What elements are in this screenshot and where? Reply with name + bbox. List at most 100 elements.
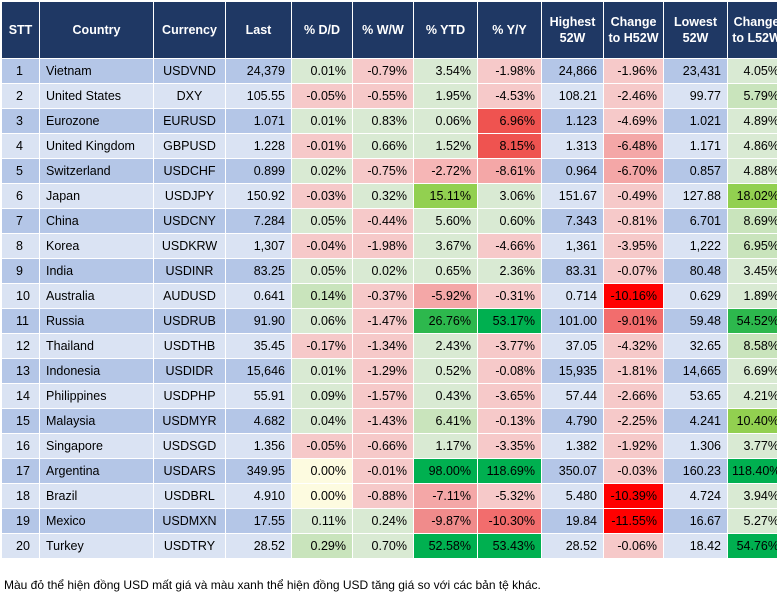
cell-ytd: 2.43% xyxy=(413,333,478,359)
cell-country: Malaysia xyxy=(39,408,154,434)
cell-stt: 9 xyxy=(1,258,40,284)
cell-ch52: -0.07% xyxy=(603,258,664,284)
cell-cl52: 54.52% xyxy=(727,308,777,334)
table-row: 1 Vietnam USDVND 24,379 0.01% -0.79% 3.54% -1.9… xyxy=(1,58,777,84)
cell-country: Thailand xyxy=(39,333,154,359)
cell-dd: 0.05% xyxy=(291,258,353,284)
cell-stt: 18 xyxy=(1,483,40,509)
cell-ytd: 1.52% xyxy=(413,133,478,159)
cell-cl52: 18.02% xyxy=(727,183,777,209)
cell-cl52: 118.40% xyxy=(727,458,777,484)
cell-stt: 4 xyxy=(1,133,40,159)
cell-currency: USDPHP xyxy=(153,383,226,409)
cell-country: Switzerland xyxy=(39,158,154,184)
cell-yy: -0.31% xyxy=(477,283,542,309)
cell-l52: 53.65 xyxy=(663,383,728,409)
cell-dd: -0.05% xyxy=(291,433,353,459)
cell-yy: 3.06% xyxy=(477,183,542,209)
cell-ch52: -0.06% xyxy=(603,533,664,559)
cell-ytd: 0.65% xyxy=(413,258,478,284)
cell-l52: 23,431 xyxy=(663,58,728,84)
cell-ytd: 15.11% xyxy=(413,183,478,209)
cell-currency: USDBRL xyxy=(153,483,226,509)
cell-country: United States xyxy=(39,83,154,109)
cell-yy: -0.13% xyxy=(477,408,542,434)
cell-country: Philippines xyxy=(39,383,154,409)
cell-ww: -1.98% xyxy=(352,233,414,259)
column-header-stt: STT xyxy=(1,1,40,59)
cell-currency: USDRUB xyxy=(153,308,226,334)
table-row: 3 Eurozone EURUSD 1.071 0.01% 0.83% 0.06% 6.96%… xyxy=(1,108,777,134)
cell-ytd: 3.67% xyxy=(413,233,478,259)
table-row: 4 United Kingdom GBPUSD 1.228 -0.01% 0.66% 1.5… xyxy=(1,133,777,159)
cell-last: 1.228 xyxy=(225,133,292,159)
cell-ytd: -7.11% xyxy=(413,483,478,509)
cell-ytd: -2.72% xyxy=(413,158,478,184)
cell-l52: 32.65 xyxy=(663,333,728,359)
cell-cl52: 6.69% xyxy=(727,358,777,384)
cell-h52: 350.07 xyxy=(541,458,604,484)
cell-currency: USDCNY xyxy=(153,208,226,234)
cell-ytd: 0.43% xyxy=(413,383,478,409)
cell-h52: 1.382 xyxy=(541,433,604,459)
cell-dd: 0.01% xyxy=(291,58,353,84)
cell-dd: 0.14% xyxy=(291,283,353,309)
cell-stt: 3 xyxy=(1,108,40,134)
cell-ww: -1.47% xyxy=(352,308,414,334)
cell-dd: 0.29% xyxy=(291,533,353,559)
cell-country: Australia xyxy=(39,283,154,309)
cell-stt: 16 xyxy=(1,433,40,459)
cell-currency: GBPUSD xyxy=(153,133,226,159)
cell-l52: 1,222 xyxy=(663,233,728,259)
cell-stt: 10 xyxy=(1,283,40,309)
cell-l52: 127.88 xyxy=(663,183,728,209)
cell-yy: -8.61% xyxy=(477,158,542,184)
cell-ytd: -9.87% xyxy=(413,508,478,534)
cell-ww: 0.83% xyxy=(352,108,414,134)
column-header-ww: % W/W xyxy=(352,1,414,59)
cell-h52: 4.790 xyxy=(541,408,604,434)
cell-ww: -0.66% xyxy=(352,433,414,459)
table-row: 5 Switzerland USDCHF 0.899 0.02% -0.75% -2.72%… xyxy=(1,158,777,184)
cell-ch52: -4.69% xyxy=(603,108,664,134)
table-row: 17 Argentina USDARS 349.95 0.00% -0.01% 98.00%… xyxy=(1,458,777,484)
cell-cl52: 5.79% xyxy=(727,83,777,109)
cell-currency: AUDUSD xyxy=(153,283,226,309)
cell-cl52: 4.89% xyxy=(727,108,777,134)
cell-dd: 0.09% xyxy=(291,383,353,409)
table-row: 6 Japan USDJPY 150.92 -0.03% 0.32% 15.11% 3.06%… xyxy=(1,183,777,209)
cell-cl52: 8.69% xyxy=(727,208,777,234)
cell-ch52: -0.49% xyxy=(603,183,664,209)
cell-country: India xyxy=(39,258,154,284)
column-header-ytd: % YTD xyxy=(413,1,478,59)
table-row: 7 China USDCNY 7.284 0.05% -0.44% 5.60% 0.60% 7.… xyxy=(1,208,777,234)
cell-stt: 15 xyxy=(1,408,40,434)
cell-currency: USDJPY xyxy=(153,183,226,209)
cell-country: Eurozone xyxy=(39,108,154,134)
cell-ww: 0.02% xyxy=(352,258,414,284)
cell-cl52: 3.45% xyxy=(727,258,777,284)
cell-ch52: -1.92% xyxy=(603,433,664,459)
cell-dd: -0.01% xyxy=(291,133,353,159)
cell-currency: DXY xyxy=(153,83,226,109)
cell-yy: -3.65% xyxy=(477,383,542,409)
cell-ch52: -2.66% xyxy=(603,383,664,409)
cell-ch52: -2.46% xyxy=(603,83,664,109)
column-header-dd: % D/D xyxy=(291,1,353,59)
cell-cl52: 10.40% xyxy=(727,408,777,434)
cell-h52: 151.67 xyxy=(541,183,604,209)
cell-ch52: -10.16% xyxy=(603,283,664,309)
cell-country: Mexico xyxy=(39,508,154,534)
cell-l52: 1.306 xyxy=(663,433,728,459)
cell-l52: 80.48 xyxy=(663,258,728,284)
cell-stt: 13 xyxy=(1,358,40,384)
cell-ch52: -9.01% xyxy=(603,308,664,334)
cell-last: 0.899 xyxy=(225,158,292,184)
cell-h52: 37.05 xyxy=(541,333,604,359)
cell-h52: 101.00 xyxy=(541,308,604,334)
cell-ch52: -6.70% xyxy=(603,158,664,184)
footer-note: Màu đỏ thể hiện đồng USD mất giá và màu … xyxy=(4,578,541,592)
cell-country: Brazil xyxy=(39,483,154,509)
column-header-currency: Currency xyxy=(153,1,226,59)
cell-last: 1.356 xyxy=(225,433,292,459)
